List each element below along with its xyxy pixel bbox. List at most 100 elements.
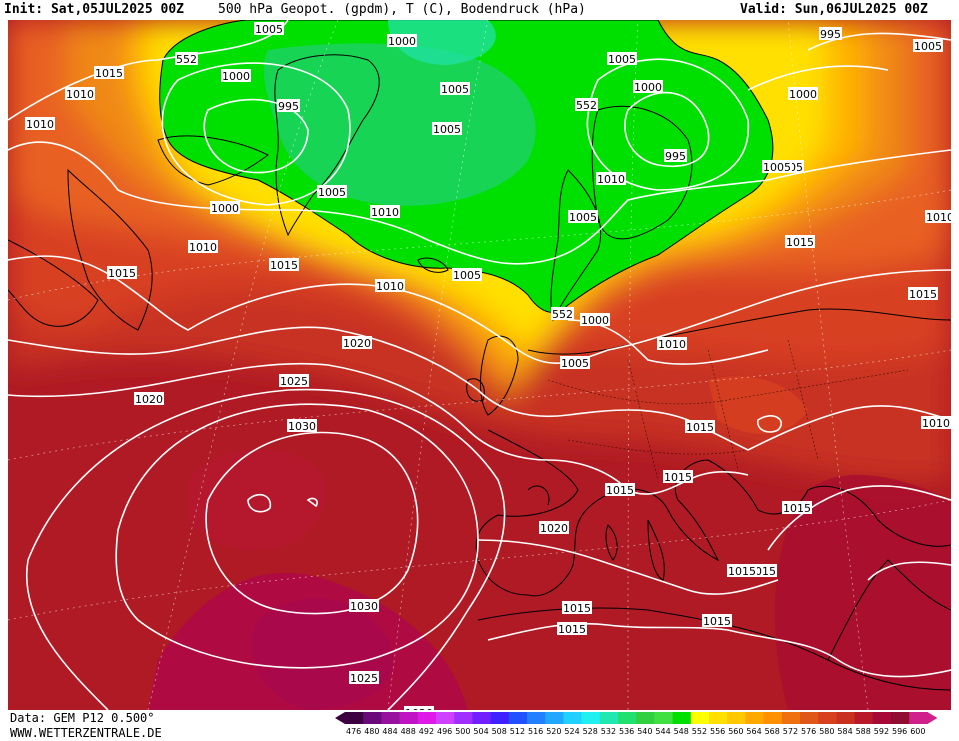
contour-label: 995 <box>819 27 842 41</box>
svg-text:1015: 1015 <box>783 502 811 515</box>
svg-text:1000: 1000 <box>581 314 609 327</box>
contour-label: 552 <box>175 52 198 66</box>
legend-arrow-low <box>335 712 345 724</box>
legend-tick: 524 <box>564 727 579 736</box>
legend-tick: 480 <box>364 727 379 736</box>
contour-label: 552 <box>575 98 598 112</box>
coastlines <box>8 54 951 691</box>
legend-swatch <box>818 712 837 724</box>
legend-swatch <box>636 712 655 724</box>
svg-text:1005: 1005 <box>453 269 481 282</box>
map-title: 500 hPa Geopot. (gpdm), T (C), Bodendruc… <box>218 2 586 17</box>
contour-label: 1025 <box>279 374 309 388</box>
legend-tick: 520 <box>546 727 561 736</box>
svg-text:1020: 1020 <box>540 522 568 535</box>
contour-label: 1030 <box>287 419 317 433</box>
legend-tick: 540 <box>637 727 652 736</box>
contour-label: 1005 <box>452 268 482 282</box>
contour-label: 1000 <box>633 80 663 94</box>
contour-label: 1005 <box>432 122 462 136</box>
contour-label: 1025 <box>349 671 379 685</box>
legend-swatch <box>745 712 765 724</box>
contour-label: 1010 <box>370 205 400 219</box>
svg-text:1005: 1005 <box>441 83 469 96</box>
svg-text:1010: 1010 <box>922 417 950 430</box>
contour-label: 1010 <box>925 210 951 224</box>
contour-label: 1015 <box>269 258 299 272</box>
legend-tick: 572 <box>783 727 798 736</box>
contour-label: 552 <box>551 307 574 321</box>
legend-tick: 576 <box>801 727 816 736</box>
svg-text:1015: 1015 <box>270 259 298 272</box>
svg-text:1010: 1010 <box>371 206 399 219</box>
data-source: Data: GEM P12 0.500° <box>10 711 155 725</box>
contour-label: 1015 <box>107 266 137 280</box>
contour-label: 1005 <box>762 160 792 174</box>
legend-swatch <box>472 712 492 724</box>
map-header: Init: Sat,05JUL2025 00Z 500 hPa Geopot. … <box>0 0 959 20</box>
svg-text:1005: 1005 <box>569 211 597 224</box>
legend-arrow-high <box>927 712 938 724</box>
svg-text:1015: 1015 <box>108 267 136 280</box>
contour-label: 1005 <box>254 22 284 36</box>
legend-swatch <box>563 712 583 724</box>
contour-label: 1015 <box>557 622 587 636</box>
contour-label: 1010 <box>65 87 95 101</box>
svg-text:1015: 1015 <box>563 602 591 615</box>
contour-label: 1000 <box>788 87 818 101</box>
map-footer: Data: GEM P12 0.500° WWW.WETTERZENTRALE.… <box>0 710 959 741</box>
svg-text:1015: 1015 <box>786 236 814 249</box>
legend-tick: 508 <box>492 727 507 736</box>
legend-tick: 596 <box>892 727 907 736</box>
svg-text:995: 995 <box>665 150 686 163</box>
svg-text:995: 995 <box>278 100 299 113</box>
legend-swatch <box>654 712 674 724</box>
contour-label: 1000 <box>580 313 610 327</box>
legend-swatch <box>436 712 455 724</box>
legend-swatch <box>891 712 910 724</box>
svg-text:552: 552 <box>576 99 597 112</box>
init-time: Init: Sat,05JUL2025 00Z <box>4 2 185 17</box>
weather-map: 1005 1000 552 1000 995 1005 1015 1010 1010 1005 10… <box>8 20 951 710</box>
contour-label: 1000 <box>387 34 417 48</box>
svg-text:1005: 1005 <box>763 161 791 174</box>
svg-text:1015: 1015 <box>728 565 756 578</box>
svg-text:1015: 1015 <box>664 471 692 484</box>
svg-text:1015: 1015 <box>95 67 123 80</box>
contour-label: 995 <box>664 149 687 163</box>
legend-swatch <box>672 712 692 724</box>
legend-swatch <box>709 712 728 724</box>
svg-text:1000: 1000 <box>222 70 250 83</box>
svg-text:1015: 1015 <box>686 421 714 434</box>
svg-text:1020: 1020 <box>135 393 163 406</box>
legend-swatch <box>763 712 783 724</box>
contour-label: 1015 <box>663 470 693 484</box>
legend-swatch <box>399 712 419 724</box>
legend-swatch <box>800 712 819 724</box>
contour-label: 1020 <box>404 706 434 710</box>
svg-text:1010: 1010 <box>376 280 404 293</box>
contour-label: 1005 <box>440 82 470 96</box>
contour-label: 1005 <box>607 52 637 66</box>
contour-label: 1005 <box>913 39 943 53</box>
svg-text:995: 995 <box>820 28 841 41</box>
geopotential-field <box>8 20 951 710</box>
contour-label: 1000 <box>221 69 251 83</box>
legend-tick: 516 <box>528 727 543 736</box>
svg-text:1020: 1020 <box>343 337 371 350</box>
svg-text:1010: 1010 <box>189 241 217 254</box>
contour-label: 1000 <box>210 201 240 215</box>
svg-text:1010: 1010 <box>66 88 94 101</box>
contour-label: 1020 <box>342 336 372 350</box>
legend-swatch <box>781 712 801 724</box>
contour-label: 1020 <box>134 392 164 406</box>
legend-swatch <box>417 712 437 724</box>
isobar-highlight <box>247 415 782 513</box>
svg-text:1000: 1000 <box>789 88 817 101</box>
contour-label: 1015 <box>94 66 124 80</box>
legend-swatch <box>727 712 746 724</box>
legend-tick: 584 <box>837 727 852 736</box>
svg-text:1005: 1005 <box>318 186 346 199</box>
contour-label: 1015 <box>785 235 815 249</box>
svg-text:1005: 1005 <box>608 53 636 66</box>
